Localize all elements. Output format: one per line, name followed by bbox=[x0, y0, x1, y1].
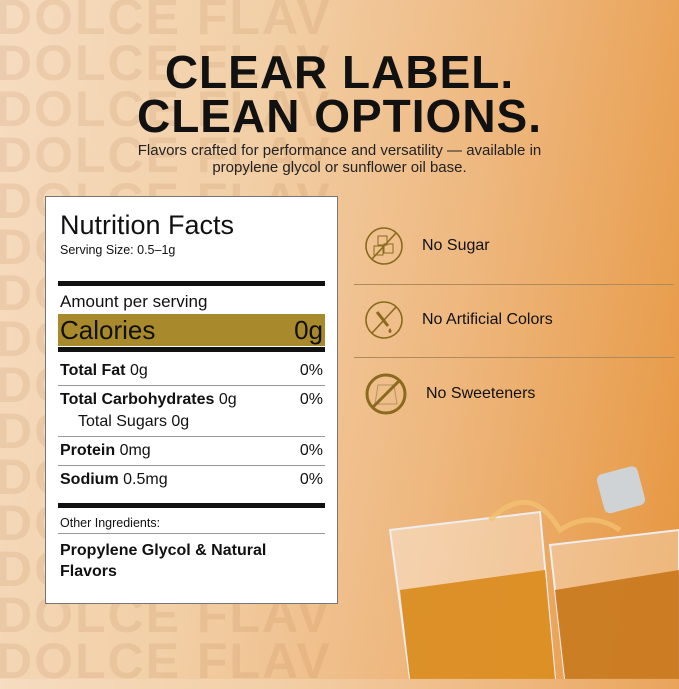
headline-line-2: CLEAN OPTIONS. bbox=[136, 90, 543, 142]
nutrient-dv: 0% bbox=[299, 442, 323, 459]
nutrient-row: Total Sugars 0g bbox=[60, 411, 323, 433]
feature-no-artificial-colors: No Artificial Colors bbox=[364, 300, 553, 340]
nutrient-row: Total Carbohydrates 0g 0% bbox=[60, 389, 323, 411]
nutrient-dv: 0% bbox=[299, 391, 323, 408]
nutrient-label: Total Carbohydrates bbox=[60, 391, 215, 408]
no-artificial-colors-icon bbox=[365, 301, 403, 339]
subtitle-line-2: propylene glycol or sunflower oil base. bbox=[212, 159, 467, 176]
feature-label: No Sweeteners bbox=[426, 385, 536, 402]
nutrient-amount: 0g bbox=[171, 413, 190, 430]
nutrient-label: Total Fat bbox=[60, 362, 126, 379]
divider bbox=[58, 465, 325, 466]
no-sugar-icon bbox=[365, 227, 403, 265]
calories-row: Calories 0g bbox=[58, 314, 325, 346]
divider bbox=[354, 284, 674, 285]
nutrient-row: Sodium 0.5mg 0% bbox=[60, 469, 323, 491]
feature-label: No Artificial Colors bbox=[422, 311, 553, 328]
whiskey-glasses-image bbox=[388, 466, 679, 679]
ice-cube bbox=[596, 466, 646, 514]
subtitle: Flavors crafted for performance and vers… bbox=[0, 142, 679, 176]
feature-label: No Sugar bbox=[422, 237, 490, 254]
nutrition-facts-panel: Nutrition Facts Serving Size: 0.5–1g Amo… bbox=[45, 196, 338, 604]
nutrient-amount: 0.5mg bbox=[123, 471, 168, 488]
calories-label: Calories bbox=[60, 315, 156, 345]
nutrient-amount: 0g bbox=[129, 362, 148, 379]
nutrient-dv: 0% bbox=[299, 471, 323, 488]
divider bbox=[58, 385, 325, 386]
nutrient-amount: 0mg bbox=[119, 442, 151, 459]
other-ingredients-label: Other Ingredients: bbox=[60, 516, 161, 530]
nutrition-title: Nutrition Facts bbox=[60, 210, 235, 240]
nutrient-dv: 0% bbox=[299, 362, 323, 379]
divider bbox=[58, 503, 325, 508]
calories-value: 0g bbox=[294, 315, 323, 345]
divider bbox=[58, 281, 325, 286]
divider bbox=[58, 533, 325, 534]
nutrient-amount: 0g bbox=[218, 391, 237, 408]
headline-line-1: CLEAR LABEL. bbox=[164, 46, 515, 98]
divider bbox=[58, 347, 325, 352]
headline: CLEAR LABEL. CLEAN OPTIONS. bbox=[0, 46, 679, 142]
nutrient-row: Total Fat 0g 0% bbox=[60, 360, 323, 382]
nutrient-label: Protein bbox=[60, 442, 116, 459]
divider bbox=[58, 436, 325, 437]
serving-size: Serving Size: 0.5–1g bbox=[60, 243, 176, 257]
subtitle-line-1: Flavors crafted for performance and vers… bbox=[137, 142, 542, 159]
amount-per-serving: Amount per serving bbox=[60, 292, 208, 311]
feature-no-sweeteners: No Sweeteners bbox=[364, 372, 535, 416]
divider bbox=[354, 357, 674, 358]
nutrient-row: Protein 0mg 0% bbox=[60, 440, 323, 462]
feature-no-sugar: No Sugar bbox=[364, 226, 490, 266]
nutrient-label: Total Sugars bbox=[78, 413, 167, 430]
other-ingredients-value: Propylene Glycol & Natural Flavors bbox=[60, 542, 267, 580]
no-sweeteners-icon bbox=[365, 373, 407, 415]
nutrient-label: Sodium bbox=[60, 471, 119, 488]
